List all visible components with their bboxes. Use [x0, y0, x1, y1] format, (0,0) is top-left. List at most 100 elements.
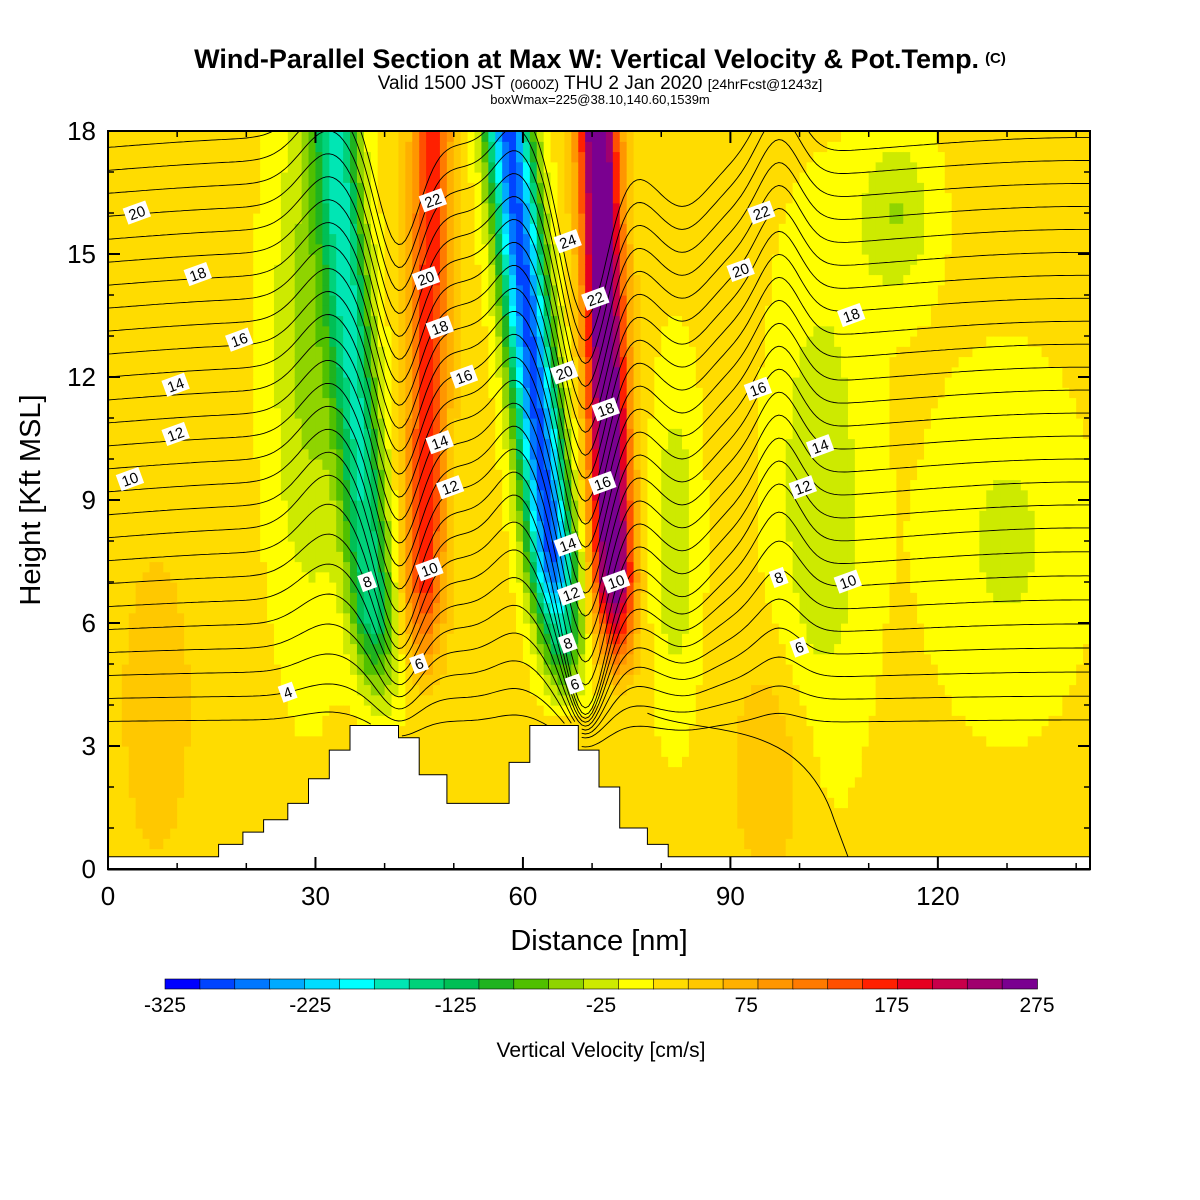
contour-label: 10 — [833, 569, 863, 594]
contour-label-box — [161, 372, 190, 397]
contour-label: 18 — [183, 261, 212, 287]
contour-label: 16 — [449, 364, 479, 389]
contour-label-box — [449, 364, 479, 389]
contour-label-box — [564, 673, 585, 695]
colorbar-swatch — [513, 978, 550, 990]
contour-label-box — [601, 569, 631, 594]
contour-label-text: 10 — [837, 572, 858, 594]
colorbar-swatch — [269, 978, 306, 990]
contour-label: 8 — [768, 566, 789, 588]
colorbar-swatch — [862, 978, 899, 990]
contour-label: 14 — [805, 434, 835, 459]
colorbar-swatch — [618, 978, 655, 990]
contour-label-box — [553, 229, 582, 254]
contour-label-box — [788, 475, 818, 500]
contour-label-text: 12 — [440, 477, 461, 499]
contour-label: 6 — [789, 636, 810, 658]
contour-label-text: 12 — [561, 584, 582, 606]
colorbar-swatch — [478, 978, 515, 990]
contour-label: 6 — [564, 673, 585, 695]
x-axis-title: Distance [nm] — [510, 925, 687, 957]
colorbar-swatch — [443, 978, 480, 990]
contour-label-text: 18 — [429, 317, 450, 339]
colorbar-title: Vertical Velocity [cm/s] — [497, 1039, 706, 1062]
contour-label: 8 — [557, 632, 578, 654]
contour-label-box — [557, 632, 578, 654]
contour-label-text: 10 — [419, 559, 440, 581]
colorbar-swatch — [792, 978, 829, 990]
colorbar-swatch — [827, 978, 864, 990]
colorbar-swatch — [339, 978, 376, 990]
contour-label-box — [789, 636, 810, 658]
potential-temperature-contours — [108, 131, 1090, 857]
contour-label: 22 — [418, 188, 448, 213]
contour-label-box — [425, 430, 454, 455]
contour-label-box — [747, 200, 776, 225]
contour-label-box — [122, 200, 152, 225]
y-axis-title: Height [Kft MSL] — [15, 394, 47, 605]
contour-label: 10 — [415, 557, 444, 582]
colorbar-swatch — [687, 978, 724, 990]
contour-label-box — [743, 376, 773, 401]
contour-label-box — [591, 397, 620, 422]
colorbar-swatch — [304, 978, 341, 990]
contour-label-box — [425, 315, 454, 340]
contour-label-text: 22 — [422, 190, 443, 212]
contour-label: 10 — [115, 466, 145, 492]
contour-label-box — [225, 327, 254, 352]
contour-label-box — [418, 188, 448, 213]
contour-label-text: 14 — [165, 375, 186, 397]
y-tick-label: 15 — [67, 239, 96, 269]
colorbar-tick-label: 175 — [874, 994, 909, 1017]
contour-label-box — [409, 652, 429, 675]
y-tick-label: 3 — [82, 731, 96, 761]
contour-label-text: 16 — [748, 379, 769, 401]
contour-label-text: 10 — [120, 469, 141, 491]
colorbar-swatch — [548, 978, 585, 990]
contour-label: 18 — [591, 397, 620, 422]
contour-label-box — [726, 257, 755, 283]
contour-label-box — [435, 475, 465, 500]
contour-label-text: 10 — [606, 572, 627, 594]
contour-label: 16 — [588, 471, 617, 496]
x-tick-label: 0 — [101, 881, 115, 911]
contour-label-text: 20 — [554, 363, 575, 385]
colorbar-tick-label: -25 — [586, 994, 616, 1017]
contour-label-box — [556, 581, 586, 606]
colorbar-swatch — [199, 978, 236, 990]
colorbar-swatch — [722, 978, 759, 990]
contour-label: 12 — [788, 475, 818, 500]
contour-label: 10 — [601, 569, 631, 594]
contour-label-text: 18 — [841, 305, 862, 327]
contour-label-box — [411, 266, 441, 291]
y-tick-label: 9 — [82, 485, 96, 515]
colorbar-tick-label: 275 — [1019, 994, 1054, 1017]
colorbar-swatch — [408, 978, 445, 990]
contour-label: 14 — [553, 532, 582, 557]
colorbar-swatch — [932, 978, 969, 990]
contour-label-box — [805, 434, 835, 459]
axes: 0 30 60 90 120 0 3 6 9 12 15 18 — [67, 116, 1090, 911]
contour-label: 12 — [161, 421, 190, 447]
contour-label-box — [277, 681, 298, 703]
contour-label-text: 14 — [557, 535, 578, 557]
x-tick-label: 120 — [916, 881, 959, 911]
contour-label-box — [553, 532, 582, 557]
contour-label: 6 — [409, 652, 429, 675]
contour-label-text: 22 — [585, 289, 606, 311]
y-tick-label: 12 — [67, 362, 96, 392]
colorbar-tick-label: -325 — [144, 994, 186, 1017]
contour-label: 18 — [425, 315, 454, 340]
contour-label: 12 — [556, 581, 586, 606]
contour-label: 22 — [747, 200, 776, 225]
valid-date: THU 2 Jan 2020 — [564, 73, 703, 94]
contour-label-box — [588, 471, 617, 496]
contour-label-text: 16 — [454, 367, 475, 389]
colorbar-swatch — [164, 978, 201, 990]
valid-time: Valid 1500 JST — [377, 73, 505, 94]
contour-label: 24 — [553, 229, 582, 254]
contour-label: 20 — [122, 200, 152, 225]
colorbar-swatch — [583, 978, 620, 990]
contour-label-box — [357, 570, 378, 593]
